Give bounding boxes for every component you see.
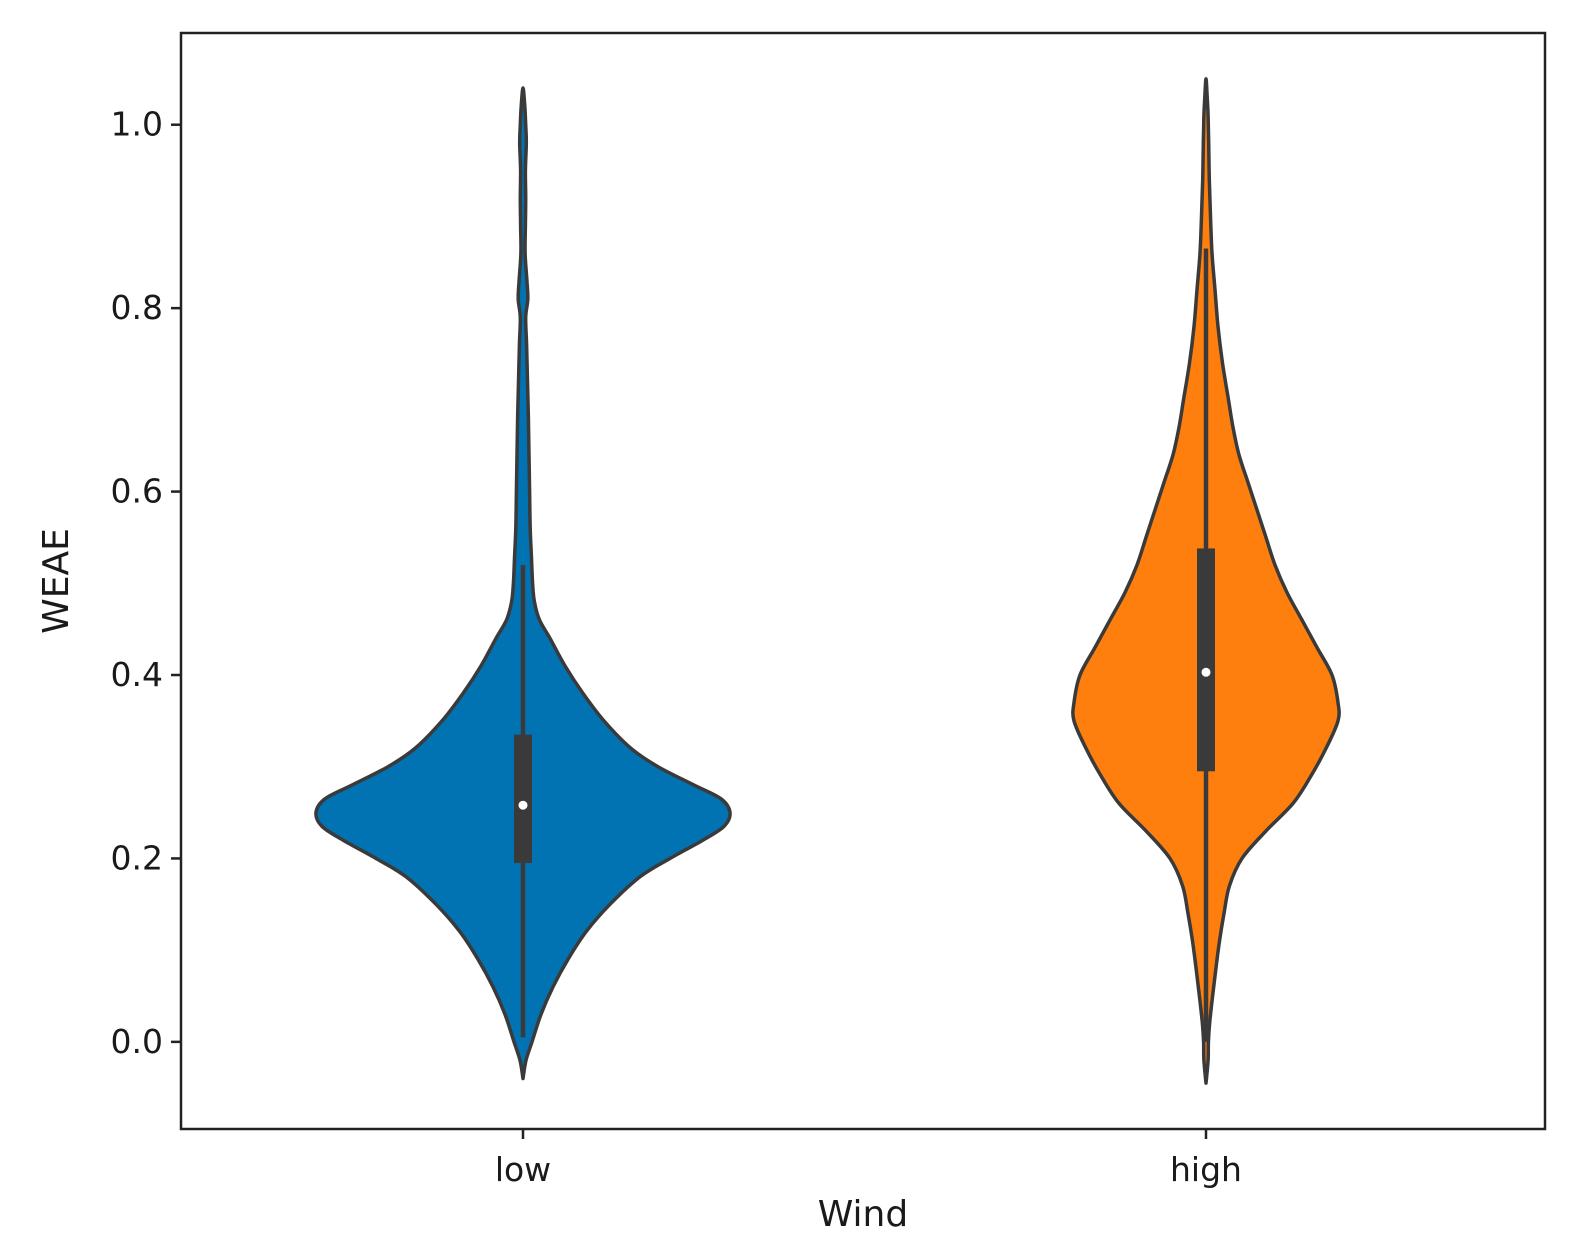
median-dot-high	[1201, 667, 1211, 677]
x-axis-label: Wind	[818, 1194, 908, 1235]
y-tick-label: 0.8	[111, 288, 163, 327]
y-tick-label: 0.6	[111, 472, 163, 511]
plot-frame	[179, 31, 1547, 1131]
violin-low	[314, 86, 732, 1081]
y-axis-label: WEAE	[36, 528, 77, 634]
x-tick-label: low	[495, 1150, 551, 1189]
y-tick-label: 0.0	[111, 1022, 163, 1061]
y-axis: 0.0 0.2 0.4 0.6 0.8 1.0	[111, 105, 181, 1061]
median-dot-low	[518, 800, 528, 810]
violin-high	[1071, 77, 1341, 1085]
y-tick-label: 0.2	[111, 838, 163, 877]
iqr-box-high	[1197, 548, 1215, 772]
plot-layer	[314, 77, 1341, 1085]
x-tick-label: high	[1170, 1150, 1242, 1189]
y-tick-label: 1.0	[111, 105, 163, 144]
y-tick-label: 0.4	[111, 655, 163, 694]
x-axis: low high	[495, 1129, 1242, 1189]
iqr-box-low	[514, 734, 532, 864]
